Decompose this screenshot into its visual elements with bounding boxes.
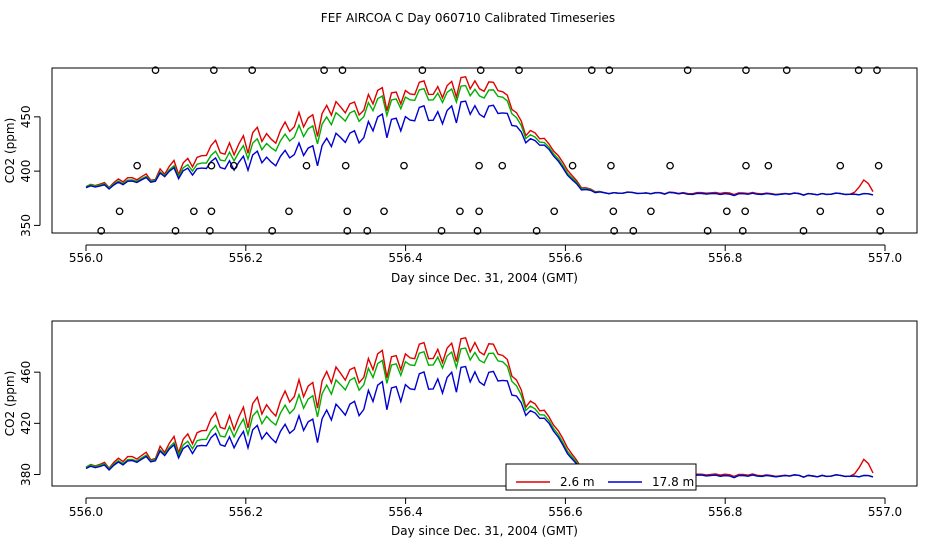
marker-point: [456, 207, 464, 216]
marker-point: [498, 161, 507, 170]
marker-point: [418, 66, 427, 75]
marker-point: [302, 161, 311, 170]
marker-point: [610, 226, 618, 235]
marker-point: [400, 161, 408, 170]
marker-point: [190, 207, 198, 216]
marker-point: [229, 161, 238, 170]
marker-point: [363, 226, 372, 235]
bottom-panel: 556.0 556.2 556.4 556.6 556.8 557.0 380 420 460 D…: [3, 320, 918, 538]
marker-point: [476, 66, 485, 75]
y-tick-label: 380: [19, 463, 33, 486]
marker-point: [666, 161, 674, 170]
x-tick-label: 556.8: [708, 505, 742, 519]
marker-point: [475, 207, 483, 216]
marker-point: [268, 226, 277, 235]
marker-point: [207, 207, 216, 216]
marker-point: [741, 207, 750, 216]
marker-point: [473, 226, 482, 235]
marker-point: [338, 66, 347, 75]
marker-point: [876, 226, 885, 235]
series-line-green: [85, 84, 874, 197]
marker-point: [171, 226, 180, 235]
marker-point: [876, 207, 885, 216]
marker-point: [380, 207, 388, 216]
x-tick-label: 556.4: [388, 251, 422, 265]
marker-point: [683, 66, 692, 75]
figure-title: FEF AIRCOA C Day 060710 Calibrated Times…: [321, 11, 615, 25]
x-tick-label: 556.2: [229, 251, 263, 265]
marker-point: [742, 66, 750, 75]
x-axis-label: Day since Dec. 31, 2004 (GMT): [391, 524, 578, 538]
y-tick-label: 400: [19, 160, 33, 183]
series-line-red: [85, 336, 874, 478]
marker-point: [475, 161, 483, 170]
y-axis-label: CO2 (ppm): [3, 371, 17, 437]
marker-point: [97, 226, 106, 235]
marker-point: [764, 161, 773, 170]
marker-point: [605, 66, 614, 75]
marker-point: [515, 66, 523, 75]
x-tick-label: 556.0: [69, 251, 103, 265]
marker-point: [782, 66, 791, 75]
series-line-blue: [85, 100, 874, 197]
marker-point: [343, 226, 352, 235]
legend-label: 17.8 m: [652, 475, 694, 489]
marker-point: [248, 66, 257, 75]
x-tick-label: 556.8: [708, 251, 742, 265]
marker-point: [854, 66, 863, 75]
y-axis-label: CO2 (ppm): [3, 118, 17, 184]
marker-point: [568, 161, 577, 170]
marker-point: [874, 161, 883, 170]
series-line-red: [85, 76, 874, 196]
marker-point: [115, 207, 124, 216]
marker-point: [437, 226, 446, 235]
marker-point: [151, 66, 160, 75]
top-panel: 556.0 556.2 556.4 556.6 556.8 557.0 350 400 450 D…: [3, 66, 918, 285]
legend-label: 2.6 m: [560, 475, 595, 489]
marker-point: [816, 207, 825, 216]
marker-point: [836, 161, 845, 170]
y-tick-label: 350: [19, 214, 33, 237]
marker-point: [341, 161, 350, 170]
marker-point: [320, 66, 328, 75]
x-tick-label: 557.0: [868, 251, 902, 265]
series-line-green: [85, 347, 874, 479]
y-tick-label: 460: [19, 361, 33, 384]
marker-point: [629, 226, 638, 235]
marker-point: [133, 161, 141, 170]
marker-point: [532, 226, 541, 235]
marker-point: [703, 226, 712, 235]
marker-point: [343, 207, 352, 216]
x-tick-label: 556.6: [548, 251, 582, 265]
series-line-blue: [85, 365, 874, 479]
marker-point: [285, 207, 293, 216]
marker-point: [799, 226, 808, 235]
marker-point: [550, 207, 559, 216]
marker-point: [587, 66, 596, 75]
y-tick-label: 450: [19, 105, 33, 128]
x-tick-label: 556.6: [548, 505, 582, 519]
marker-point: [205, 226, 214, 235]
marker-point: [873, 66, 881, 75]
x-axis-label: Day since Dec. 31, 2004 (GMT): [391, 271, 578, 285]
marker-point: [607, 161, 615, 170]
marker-point: [647, 207, 655, 216]
marker-point: [742, 161, 750, 170]
marker-point: [609, 207, 618, 216]
plot-frame: [51, 320, 918, 487]
x-tick-label: 557.0: [868, 505, 902, 519]
marker-point: [207, 161, 216, 170]
marker-point: [209, 66, 218, 75]
legend-box: [505, 463, 697, 491]
x-tick-label: 556.4: [388, 505, 422, 519]
marker-point: [722, 207, 731, 216]
y-tick-label: 420: [19, 412, 33, 435]
marker-point: [738, 226, 747, 235]
plot-frame: [51, 67, 918, 234]
x-tick-label: 556.0: [69, 505, 103, 519]
x-tick-label: 556.2: [229, 505, 263, 519]
